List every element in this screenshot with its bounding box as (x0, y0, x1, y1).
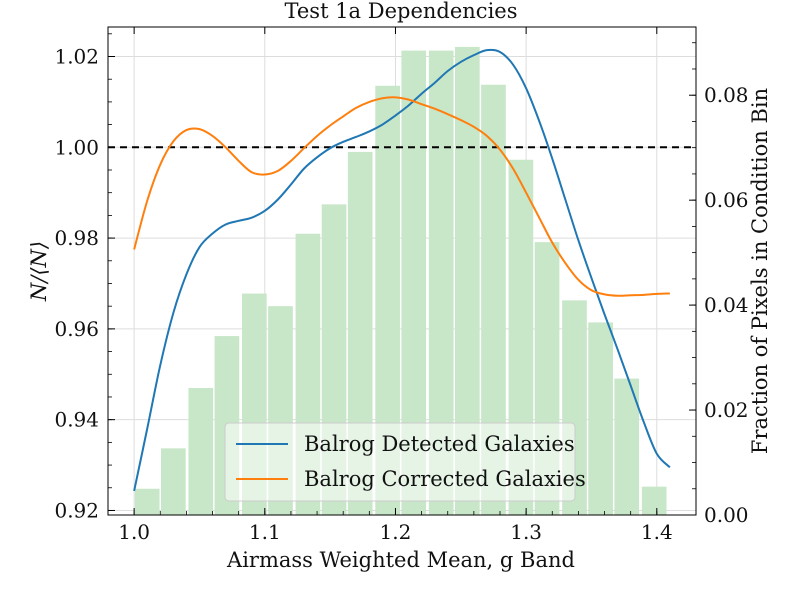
x-tick-label: 1.0 (118, 520, 150, 544)
x-tick-label: 1.3 (510, 520, 542, 544)
legend: Balrog Detected Galaxies Balrog Correcte… (224, 422, 586, 502)
histogram-bar (161, 448, 186, 515)
y2-tick-label: 0.06 (704, 188, 749, 212)
y-tick-label: 0.92 (54, 498, 99, 522)
series-line-1 (133, 96, 670, 297)
y2-axis-label: Fraction of Pixels in Condition Bin (748, 88, 772, 454)
y-tick-label: 0.96 (54, 317, 99, 341)
y-tick-label: 0.98 (54, 226, 99, 250)
series-lines (133, 48, 671, 492)
x-tick-label: 1.4 (641, 520, 673, 544)
y-tick-label: 0.94 (54, 408, 99, 432)
y-tick-label: 1.00 (54, 135, 99, 159)
legend-label-corrected: Balrog Corrected Galaxies (304, 467, 586, 491)
tick-labels: 1.0 1.1 1.2 1.3 1.4 0.92 0.94 0.96 0.98 1.00 1.02 0… (54, 45, 748, 544)
histogram-bar (641, 486, 667, 515)
x-axis-label: Airmass Weighted Mean, g Band (226, 548, 575, 572)
series-line-0 (133, 48, 671, 492)
legend-label-detected: Balrog Detected Galaxies (304, 432, 575, 456)
y2-tick-label: 0.08 (704, 83, 749, 107)
y2-tick-label: 0.00 (704, 503, 749, 527)
histogram-bar (188, 388, 214, 515)
plot-frame (107, 26, 697, 516)
legend-box (224, 422, 576, 502)
histogram-bar (134, 488, 160, 515)
histogram-bar (614, 378, 640, 515)
y-axis-label: N/⟨N⟩ (27, 241, 51, 302)
x-tick-label: 1.2 (380, 520, 412, 544)
y2-tick-label: 0.04 (704, 293, 749, 317)
chart-title: Test 1a Dependencies (285, 0, 518, 23)
axes (107, 26, 697, 516)
histogram-bar (588, 322, 613, 515)
y-tick-label: 1.02 (54, 45, 99, 69)
x-tick-label: 1.1 (249, 520, 281, 544)
y2-tick-label: 0.02 (704, 398, 749, 422)
